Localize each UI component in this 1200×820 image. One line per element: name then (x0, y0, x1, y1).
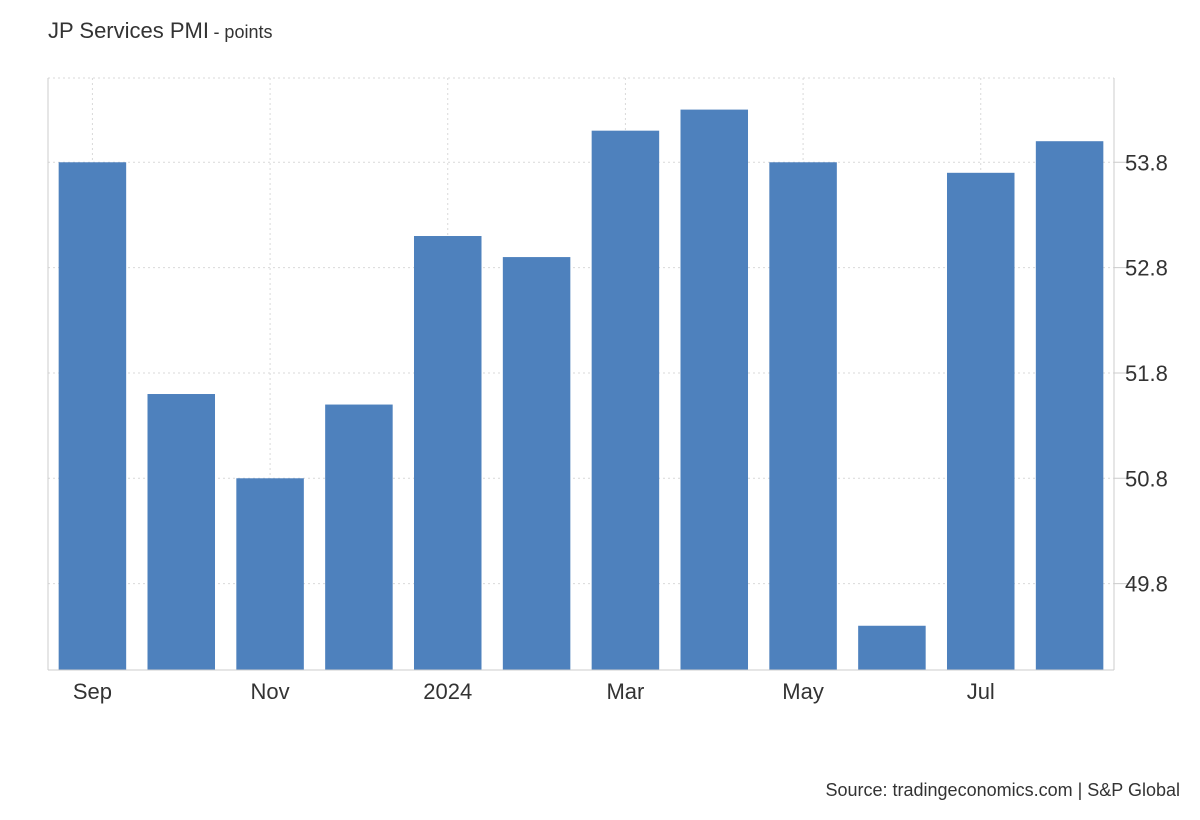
x-tick-label: Mar (606, 679, 644, 704)
bar-oct[interactable] (147, 394, 216, 670)
y-tick-label: 51.8 (1125, 361, 1168, 386)
bar-chart: 49.8 50.8 51.8 52.8 53.8 Sep Nov 2024 Mar May Jul (47, 77, 1168, 704)
bars (58, 109, 1104, 671)
bar-jul[interactable] (946, 172, 1015, 671)
chart-title: JP Services PMI (48, 18, 209, 43)
x-tick-label: May (782, 679, 824, 704)
x-tick-label: Sep (73, 679, 112, 704)
x-tick-label: 2024 (423, 679, 472, 704)
bar-sep[interactable] (58, 162, 127, 671)
source-note: Source: tradingeconomics.com | S&P Globa… (825, 780, 1180, 800)
y-tick-label: 53.8 (1125, 150, 1168, 175)
y-tick-label: 52.8 (1125, 256, 1168, 281)
y-tick-label: 50.8 (1125, 466, 1168, 491)
chart-subtitle: - points (213, 22, 273, 42)
axes (47, 78, 1134, 671)
bar-apr[interactable] (680, 109, 749, 670)
bar-feb[interactable] (502, 257, 571, 670)
bar-nov[interactable] (236, 478, 304, 670)
tick-labels: 49.8 50.8 51.8 52.8 53.8 Sep Nov 2024 Mar May Jul (73, 150, 1168, 704)
bar-may[interactable] (769, 162, 837, 671)
bar-mar[interactable] (591, 130, 660, 670)
bar-dec[interactable] (325, 404, 393, 670)
bar-jun[interactable] (858, 625, 926, 670)
x-tick-label: Nov (251, 679, 290, 704)
x-tick-label: Jul (967, 679, 995, 704)
chart-title-block: JP Services PMI - points (48, 18, 272, 44)
bar-2024[interactable] (413, 236, 482, 670)
bar-aug[interactable] (1035, 141, 1104, 670)
y-tick-label: 49.8 (1125, 572, 1168, 597)
